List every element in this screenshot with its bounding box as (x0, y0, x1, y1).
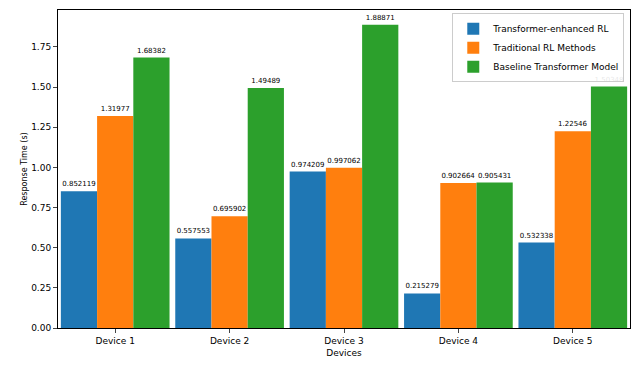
svg-text:Traditional RL Methods: Traditional RL Methods (492, 43, 596, 53)
svg-text:0.215279: 0.215279 (405, 282, 438, 290)
svg-text:Device 5: Device 5 (553, 336, 592, 346)
svg-text:Baseline Transformer Model: Baseline Transformer Model (493, 62, 618, 72)
svg-text:Device 4: Device 4 (439, 336, 479, 346)
svg-text:0.695902: 0.695902 (213, 205, 246, 213)
svg-text:1.49489: 1.49489 (251, 77, 280, 85)
svg-text:0.852119: 0.852119 (62, 180, 95, 188)
svg-text:0.905431: 0.905431 (478, 172, 511, 180)
svg-text:1.88871: 1.88871 (366, 14, 395, 22)
svg-text:0.00: 0.00 (31, 323, 51, 333)
svg-text:0.902664: 0.902664 (441, 172, 475, 180)
svg-text:Device 3: Device 3 (324, 336, 363, 346)
svg-text:0.974209: 0.974209 (291, 161, 324, 169)
svg-text:1.75: 1.75 (31, 42, 51, 52)
svg-text:1.25: 1.25 (31, 122, 51, 132)
svg-text:Transformer-enhanced RL: Transformer-enhanced RL (492, 24, 608, 34)
svg-text:Device 2: Device 2 (210, 336, 249, 346)
svg-text:0.557553: 0.557553 (177, 227, 210, 235)
svg-text:0.532338: 0.532338 (520, 232, 553, 240)
svg-text:Device 1: Device 1 (96, 336, 135, 346)
svg-text:0.75: 0.75 (31, 203, 51, 213)
svg-text:1.31977: 1.31977 (101, 105, 130, 113)
svg-text:Response Time (s): Response Time (s) (20, 132, 29, 206)
svg-text:Devices: Devices (326, 348, 362, 358)
svg-text:0.25: 0.25 (31, 283, 51, 293)
svg-text:1.22546: 1.22546 (558, 120, 587, 128)
svg-text:1.00: 1.00 (31, 163, 51, 173)
svg-text:0.997062: 0.997062 (327, 157, 360, 165)
svg-text:1.50: 1.50 (31, 82, 51, 92)
svg-text:1.68382: 1.68382 (137, 47, 166, 55)
svg-text:0.50: 0.50 (31, 243, 51, 253)
